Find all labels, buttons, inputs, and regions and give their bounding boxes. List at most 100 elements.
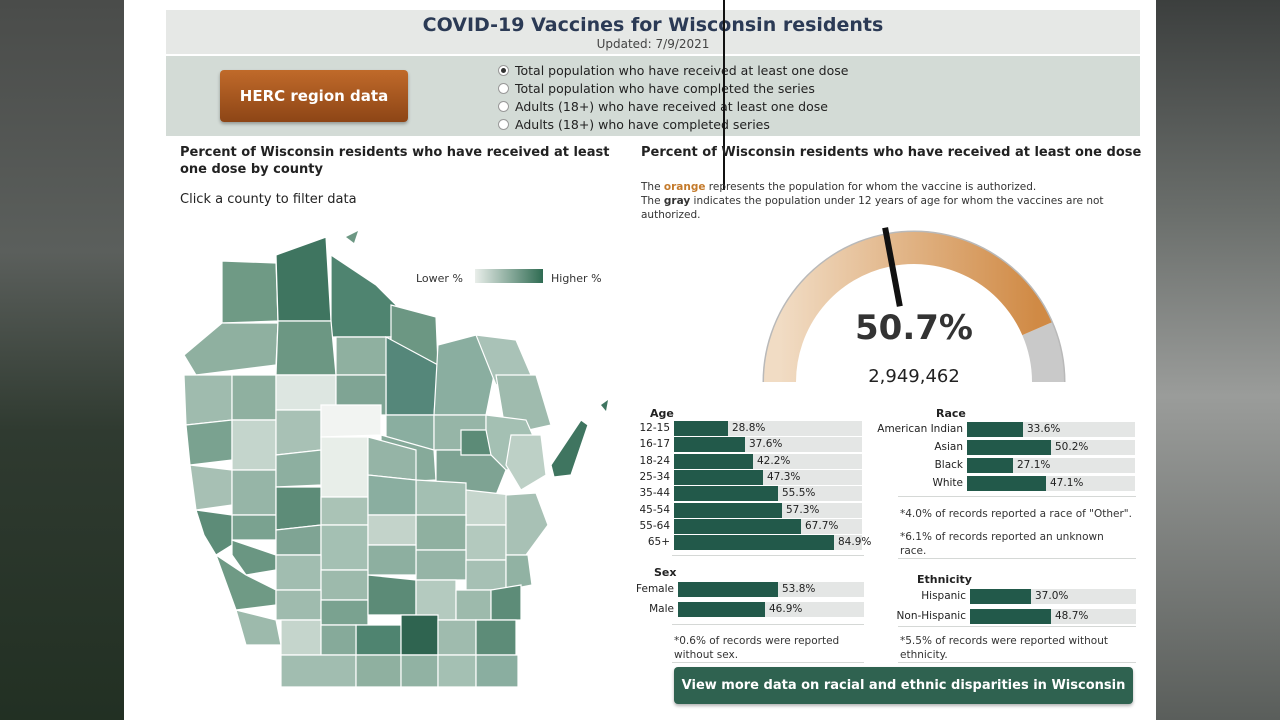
bar-value: 46.9%	[769, 603, 803, 615]
island-shape	[346, 231, 358, 243]
age-bar-row[interactable]: 18-24 42.2%	[624, 453, 862, 470]
bar-track	[674, 518, 862, 534]
age-bar-row[interactable]: 55-64 67.7%	[624, 518, 862, 535]
age-bar-row[interactable]: 12-15 28.8%	[624, 421, 862, 437]
bar-label: 35-44	[639, 487, 670, 500]
age-bar-row[interactable]: 45-54 57.3%	[624, 502, 862, 519]
age-title: Age	[650, 407, 674, 420]
radio-option[interactable]: Adults (18+) who have received at least …	[498, 97, 848, 115]
county-region	[275, 236, 332, 322]
orange-note: The orange represents the population for…	[641, 181, 1037, 193]
county-region	[400, 654, 439, 688]
bar-label: Asian	[934, 441, 963, 453]
county-region	[275, 409, 322, 456]
gray-note-cont: authorized.	[641, 209, 701, 221]
bar-value: 33.6%	[1027, 423, 1061, 435]
race-bar-row[interactable]: White 47.1%	[868, 476, 1135, 492]
county-region	[355, 654, 402, 688]
radio-icon[interactable]	[498, 82, 509, 94]
radio-label: Adults (18+) who have received at least …	[515, 98, 828, 114]
county-region	[231, 374, 277, 421]
county-region	[280, 619, 322, 656]
bar-track	[674, 421, 862, 436]
herc-region-button[interactable]: HERC region data	[220, 70, 408, 122]
updated-date: Updated: 7/9/2021	[596, 37, 710, 51]
bar-label: 18-24	[639, 454, 670, 467]
gauge-needle	[882, 227, 903, 307]
county-region	[415, 579, 457, 621]
bar-label: 12-15	[639, 422, 670, 434]
map-title-line1: Percent of Wisconsin residents who have …	[180, 145, 610, 160]
age-bar-row[interactable]: 16-17 37.6%	[624, 437, 862, 453]
county-region	[320, 524, 369, 571]
county-region	[320, 599, 369, 626]
county-region	[195, 509, 233, 556]
county-region	[275, 524, 322, 556]
radio-selected-icon[interactable]	[498, 64, 509, 76]
bar-track	[967, 422, 1135, 437]
divider	[898, 662, 1136, 663]
county-region	[367, 514, 417, 546]
county-region	[460, 429, 492, 456]
measure-radio-group: Total population who have received at le…	[498, 61, 848, 133]
age-bar-row[interactable]: 65+ 84.9%	[624, 535, 871, 551]
page-title: COVID-19 Vaccines for Wisconsin resident…	[422, 14, 884, 36]
bar-fill	[967, 476, 1046, 491]
county-region	[505, 554, 533, 591]
bar-value: 57.3%	[786, 503, 820, 516]
background-right	[1156, 0, 1280, 720]
bar-label: 16-17	[639, 438, 670, 451]
divider	[672, 555, 864, 556]
radio-option[interactable]: Total population who have received at le…	[498, 61, 848, 79]
ethnicity-bar-row[interactable]: Hispanic 37.0%	[868, 589, 1136, 605]
bar-track	[674, 453, 862, 469]
county-region	[367, 574, 417, 616]
bar-fill	[967, 440, 1051, 455]
radio-icon[interactable]	[498, 118, 509, 130]
bar-label: Black	[934, 459, 963, 471]
bar-fill	[967, 422, 1023, 437]
divider	[898, 558, 1136, 559]
radio-option[interactable]: Total population who have completed the …	[498, 79, 848, 97]
county-region	[275, 449, 322, 488]
radio-option[interactable]: Adults (18+) who have completed series	[498, 115, 848, 133]
map-hint: Click a county to filter data	[180, 192, 357, 207]
bar-track	[967, 440, 1135, 455]
bar-label: Male	[649, 603, 674, 615]
header: COVID-19 Vaccines for Wisconsin resident…	[166, 10, 1140, 54]
controls-panel: HERC region data Total population who ha…	[166, 56, 1140, 136]
bar-track	[970, 589, 1136, 604]
race-bar-row[interactable]: American Indian 33.6%	[868, 422, 1135, 438]
county-region	[320, 624, 357, 656]
bar-track	[674, 535, 862, 551]
county-region	[183, 322, 279, 376]
wisconsin-county-map[interactable]	[176, 225, 616, 695]
county-region	[275, 554, 322, 591]
bar-fill	[674, 437, 745, 453]
county-region	[275, 320, 337, 376]
bar-fill	[678, 602, 765, 617]
county-region	[437, 654, 477, 688]
bar-value: 47.3%	[767, 470, 801, 483]
county-region	[231, 539, 277, 576]
gauge-gray-arc	[1022, 322, 1064, 383]
county-region	[355, 624, 402, 656]
race-bar-row[interactable]: Black 27.1%	[868, 458, 1135, 474]
bar-fill	[970, 609, 1051, 624]
age-bar-row[interactable]: 35-44 55.5%	[624, 486, 862, 502]
race-bar-row[interactable]: Asian 50.2%	[868, 440, 1135, 456]
sex-bar-row[interactable]: Male 46.9%	[624, 602, 864, 618]
age-bar-row[interactable]: 25-34 47.3%	[624, 469, 862, 486]
bar-value: 84.9%	[838, 536, 872, 549]
county-region	[320, 496, 369, 526]
county-region	[320, 569, 369, 601]
gauge-section-title: Percent of Wisconsin residents who have …	[641, 145, 1142, 160]
sex-bar-row[interactable]: Female 53.8%	[624, 582, 864, 598]
bar-value: 37.6%	[749, 438, 783, 451]
radio-icon[interactable]	[498, 100, 509, 112]
county-region	[505, 492, 549, 556]
bar-label: 45-54	[639, 503, 670, 516]
ethnicity-bar-row[interactable]: Non-Hispanic 48.7%	[868, 609, 1136, 625]
disparities-data-button[interactable]: View more data on racial and ethnic disp…	[674, 667, 1133, 704]
gauge-explanation: The orange represents the population for…	[641, 180, 1111, 222]
